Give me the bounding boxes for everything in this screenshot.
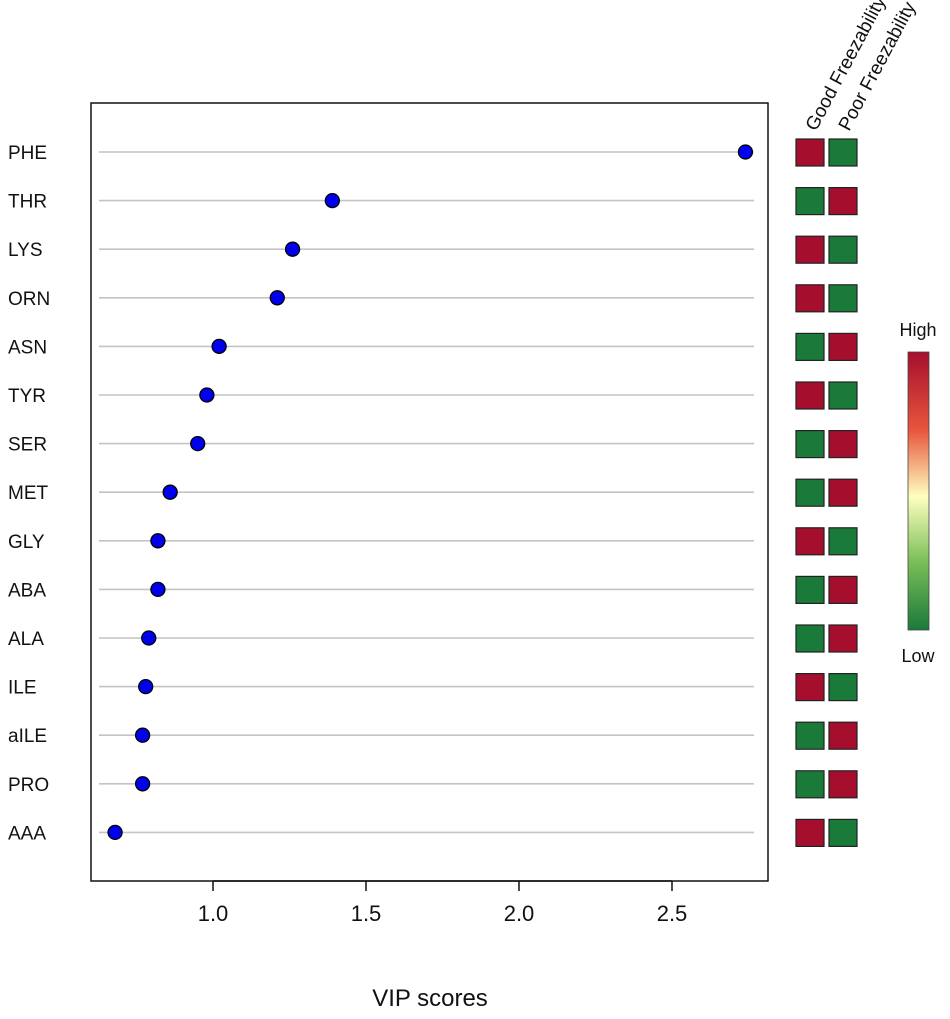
data-point xyxy=(199,387,215,403)
heatmap-cell xyxy=(828,235,858,264)
x-tick-label: 1.0 xyxy=(198,901,229,926)
row-label: AAA xyxy=(8,823,46,844)
heatmap-cell xyxy=(795,770,825,799)
heatmap-cell xyxy=(828,527,858,556)
data-point xyxy=(324,192,340,209)
color-scale-low-label: Low xyxy=(901,646,935,666)
heatmap-cell xyxy=(795,430,825,459)
heatmap-cell xyxy=(795,624,825,653)
row-label: PRO xyxy=(8,775,49,796)
row-label: PHE xyxy=(8,143,47,164)
heatmap-cell xyxy=(795,381,825,410)
color-scale-bar xyxy=(907,351,930,631)
row-labels: PHE THR LYS ORN ASN TYR SER MET GLY ABA ALA ILE aILE… xyxy=(8,143,50,844)
heatmap-cell xyxy=(828,187,858,216)
heatmap-cell xyxy=(828,721,858,750)
data-point xyxy=(138,678,154,695)
row-label: aILE xyxy=(8,726,47,747)
x-tick-label: 2.0 xyxy=(504,901,535,926)
heatmap-cell xyxy=(795,284,825,313)
heatmap-cell xyxy=(828,672,858,702)
x-tick-label: 1.5 xyxy=(351,901,382,926)
data-point xyxy=(141,630,157,646)
data-point xyxy=(269,290,285,306)
heatmap-cell xyxy=(828,624,858,653)
heatmap-cells xyxy=(795,138,858,848)
heatmap-cell xyxy=(795,672,825,702)
row-label: THR xyxy=(8,192,47,213)
heatmap-cell xyxy=(828,478,858,507)
row-label: LYS xyxy=(8,240,43,261)
color-scale-legend: High Low xyxy=(899,320,936,666)
heatmap-cell xyxy=(795,818,825,848)
heatmap-cell xyxy=(795,187,825,216)
heatmap-cell xyxy=(828,381,858,410)
heatmap-cell xyxy=(795,235,825,264)
heatmap-cell xyxy=(828,430,858,459)
heatmap-cell xyxy=(828,818,858,848)
x-axis: 1.0 1.5 2.0 2.5 xyxy=(198,880,688,926)
data-point xyxy=(211,338,227,355)
row-label: ORN xyxy=(8,289,50,310)
grid-lines xyxy=(99,151,754,834)
heatmap-cell xyxy=(828,770,858,799)
row-label: ASN xyxy=(8,337,47,358)
row-label: SER xyxy=(8,435,47,456)
heatmap-cell xyxy=(828,138,858,167)
heatmap-cell xyxy=(828,575,858,605)
heatmap-cell xyxy=(795,478,825,507)
heatmap-cell xyxy=(828,284,858,313)
x-tick-label: 2.5 xyxy=(657,901,688,926)
data-point xyxy=(162,484,178,500)
data-point xyxy=(150,533,166,549)
data-points xyxy=(107,144,754,841)
heatmap-cell xyxy=(828,332,858,361)
data-point xyxy=(107,824,123,841)
row-label: ALA xyxy=(8,629,44,650)
data-point xyxy=(284,241,301,257)
data-point xyxy=(134,776,151,792)
heatmap-cell xyxy=(795,527,825,556)
row-label: TYR xyxy=(8,386,46,407)
x-axis-title: VIP scores xyxy=(372,985,488,1012)
heatmap-cell xyxy=(795,138,825,167)
heatmap-cell xyxy=(795,721,825,750)
data-point xyxy=(134,727,151,743)
data-point xyxy=(150,581,166,598)
row-label: ILE xyxy=(8,678,37,699)
row-label: ABA xyxy=(8,580,46,601)
data-point xyxy=(737,144,754,160)
color-scale-high-label: High xyxy=(899,320,936,340)
row-label: GLY xyxy=(8,532,45,553)
heatmap-cell xyxy=(795,575,825,605)
data-point xyxy=(190,435,206,452)
row-label: MET xyxy=(8,483,49,504)
heatmap-cell xyxy=(795,332,825,361)
